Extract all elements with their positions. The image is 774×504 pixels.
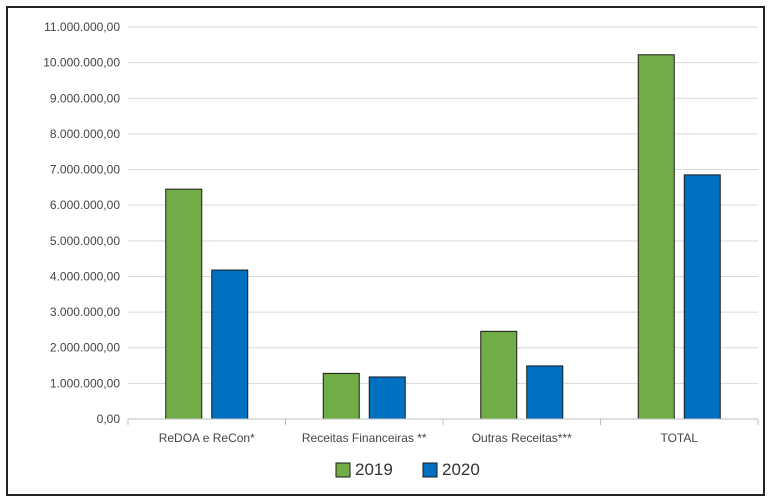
y-tick-label: 11.000.000,00 [44,20,120,34]
legend-swatch-2019 [335,462,351,478]
bar-2019-0 [165,188,203,420]
bar-2020-3 [683,174,721,420]
x-axis [127,418,759,425]
bar-2019-1 [322,372,360,420]
bar-2020-0 [211,269,249,420]
category-label: Outras Receitas*** [472,431,572,445]
y-tick-label: 4.000.000,00 [50,269,120,283]
bar-2020-2 [526,365,564,420]
bar-2019-3 [637,54,675,420]
bar-chart: 0,00 1.000.000,00 2.000.000,00 3.000.000,00… [43,20,759,479]
y-tick-label: 8.000.000,00 [50,127,120,141]
bar-2019-2 [480,330,518,420]
legend-swatch-2020 [422,462,438,478]
category-label: ReDOA e ReCon* [159,431,255,445]
legend: 2019 2020 [335,460,480,479]
chart-frame: 0,00 1.000.000,00 2.000.000,00 3.000.000,00… [6,6,765,496]
y-tick-label: 2.000.000,00 [50,341,120,355]
y-tick-label: 9.000.000,00 [50,91,120,105]
x-axis-category-labels: ReDOA e ReCon* Receitas Financeiras ** Out… [159,431,699,445]
y-tick-label: 0,00 [97,412,121,426]
y-tick-label: 10.000.000,00 [43,56,120,70]
legend-label: 2020 [442,460,480,479]
y-tick-label: 1.000.000,00 [50,376,120,390]
y-tick-label: 3.000.000,00 [50,305,120,319]
y-axis-tick-labels: 0,00 1.000.000,00 2.000.000,00 3.000.000,00… [43,20,120,426]
legend-label: 2019 [355,460,393,479]
y-tick-label: 7.000.000,00 [50,163,120,177]
y-tick-label: 5.000.000,00 [50,234,120,248]
bars [165,54,721,420]
category-label: TOTAL [660,431,698,445]
bar-2020-1 [368,376,406,420]
y-tick-label: 6.000.000,00 [50,198,120,212]
category-label: Receitas Financeiras ** [302,431,427,445]
